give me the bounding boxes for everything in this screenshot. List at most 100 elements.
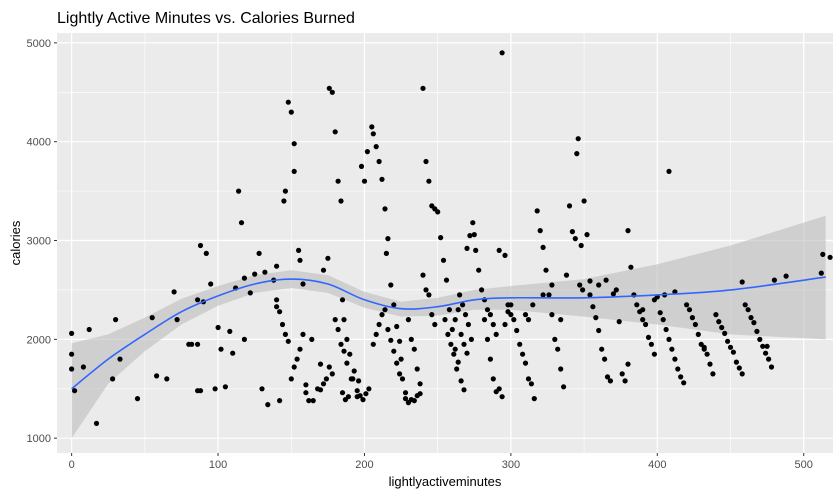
scatter-point [306,398,312,404]
scatter-point [164,376,170,382]
scatter-point [657,310,663,316]
scatter-point [303,382,309,388]
scatter-point [296,247,302,253]
scatter-point [604,374,611,380]
scatter-point [563,272,570,278]
scatter-point [93,420,100,426]
scatter-point [537,228,543,234]
scatter-point [385,326,391,333]
scatter-point [530,302,536,308]
scatter-point [282,188,288,194]
scatter-point [508,312,514,318]
scatter-point [499,50,505,56]
scatter-point [558,366,564,372]
scatter-point [455,359,461,365]
scatter-point [423,287,429,293]
scatter-point [479,287,485,293]
scatter-point [534,208,540,214]
scatter-point [303,390,309,396]
scatter-point [467,233,473,239]
scatter-point [528,381,535,387]
scatter-point [383,250,389,256]
scatter-point [72,388,78,394]
scatter-point [335,178,341,184]
scatter-point [134,396,141,402]
scatter-point [566,203,573,209]
scatter-point [648,341,655,347]
scatter-point [446,307,452,313]
scatter-point [227,328,233,334]
scatter-point [707,361,713,367]
scatter-point [748,315,754,321]
scatter-point [681,380,687,386]
scatter-point [379,312,385,318]
scatter-point [326,364,332,370]
scatter-point [388,282,394,288]
scatter-point [710,371,716,377]
scatter-point [672,356,678,362]
scatter-point [230,350,236,356]
scatter-point [440,257,447,263]
scatter-point [432,321,438,328]
scatter-point [86,326,92,333]
scatter-point [575,136,581,142]
scatter-point [339,390,346,396]
scatter-point [689,315,696,321]
scatter-point [768,364,775,370]
scatter-point [599,346,605,352]
scatter-point [716,319,722,325]
scatter-point [684,302,690,308]
scatter-point [760,343,766,349]
scatter-point [405,317,411,323]
scatter-point [496,247,502,253]
scatter-point [341,348,347,354]
scatter-point [505,302,511,308]
y-axis-title: calories [8,220,23,265]
scatter-point [69,351,75,357]
scatter-point [725,338,731,344]
scatter-point [174,317,180,323]
scatter-point [408,336,414,342]
x-axis-ticks: 0 100 200 300 400 500 [69,453,813,471]
scatter-point [663,326,669,333]
y-tick-label: 2000 [27,334,51,346]
scatter-point [555,346,561,352]
scatter-point [252,271,258,277]
scatter-point [490,376,496,382]
scatter-point [420,85,426,91]
scatter-point [625,228,631,234]
scatter-point [619,371,625,377]
scatter-point [309,336,315,342]
scatter-point [274,297,280,303]
scatter-point [522,312,529,318]
scatter-point [357,393,363,399]
scatter-point [435,209,441,215]
scatter-point [332,129,338,135]
scatter-point [640,307,646,313]
scatter-point [208,281,214,287]
scatter-point [484,336,491,342]
grid-major [57,33,833,453]
scatter-point [369,124,375,130]
scatter-point [285,338,291,344]
scatter-point [391,348,397,354]
scatter-point [722,330,728,336]
scatter-point [733,359,740,365]
scatter-point [490,321,496,328]
scatter-point [593,315,599,321]
x-tick-label: 100 [209,459,227,471]
scatter-point [241,336,247,342]
y-axis-ticks: 1000 2000 3000 4000 5000 [27,38,57,445]
scatter-point [514,327,520,334]
scatter-point [460,302,466,308]
scatter-point [348,376,354,382]
scatter-point [197,242,204,249]
scatter-point [580,287,586,293]
scatter-point [651,297,658,303]
scatter-point [364,149,370,155]
scatter-point [402,396,409,402]
scatter-point [347,351,353,357]
scatter-point [69,330,75,336]
scatter-point [754,328,760,334]
scatter-point [730,349,737,355]
